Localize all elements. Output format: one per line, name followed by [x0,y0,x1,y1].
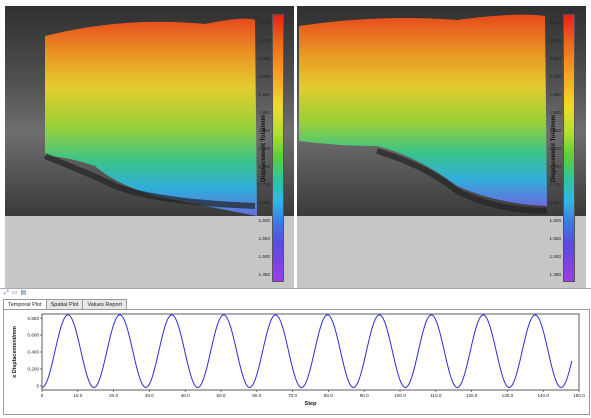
left-colorbar-title: Displacement Total/mm [261,115,267,182]
colorbar-tick-label: 1.950 [549,92,562,97]
tab-values-report[interactable]: Values Report [82,299,127,309]
x-tick-label: 150.0 [573,393,585,398]
x-tick-label: 140.0 [537,393,549,398]
right-empty-area [297,216,586,288]
colorbar-tick-label: 2.100 [258,38,271,43]
x-tick-label: 110.0 [430,393,442,398]
temporal-plot-chart: 0 0.200 0.400 0.600 0.800 0 10.0 20.0 30.0 40.0 50… [12,313,585,407]
chart-icon[interactable]: ▤ [20,290,27,296]
x-tick-label: 0 [41,393,44,398]
plot-tabs: Temporal Plot Spatial Plot Values Report [3,299,127,309]
right-camera-view[interactable]: 2.150 2.100 2.050 2.000 1.950 1.900 1.850 1.800… [297,6,586,288]
colorbar-tick-label: 2.100 [549,38,562,43]
colorbar-tick-label: 1.550 [258,236,271,241]
left-specimen-image [5,6,294,216]
x-tick-label: 20.0 [109,393,118,398]
colorbar-tick-label: 1.800 [549,146,562,151]
colorbar-tick-label: 1.450 [258,272,271,277]
x-tick-label: 10.0 [73,393,82,398]
x-axis-label: Step [305,401,318,407]
displacement-series-line [41,314,573,388]
colorbar-tick-label: 1.500 [549,254,562,259]
colorbar-tick-label: 2.150 [258,20,271,25]
colorbar-tick-label: 1.600 [549,218,562,223]
x-tick-label: 70.0 [288,393,297,398]
y-tick-label: 0 [36,383,39,388]
colorbar-tick-label: 2.150 [549,20,562,25]
colorbar-tick-label: 1.650 [549,200,562,205]
left-empty-area [5,216,294,288]
colorbar-tick-label: 1.500 [258,254,271,259]
temporal-plot-panel[interactable]: 0 0.200 0.400 0.600 0.800 0 10.0 20.0 30.0 40.0 50… [3,309,590,415]
x-tick-label: 120.0 [466,393,478,398]
y-tick-label: 0.400 [28,350,40,355]
expand-icon[interactable]: ⤢ [4,290,9,296]
tab-spatial-plot[interactable]: Spatial Plot [45,299,84,309]
y-axis-label: x Displacement/mm [12,326,18,378]
colorbar-tick-label: 2.000 [549,74,562,79]
colorbar-tick-label: 1.750 [258,164,271,169]
left-camera-view[interactable]: 2.150 2.100 2.050 2.000 1.950 1.900 1.850 1.800… [5,6,294,288]
colorbar-tick-label: 1.900 [549,110,562,115]
x-tick-label: 130.0 [502,393,514,398]
x-tick-label: 40.0 [181,393,190,398]
colorbar-tick-label: 1.850 [549,128,562,133]
colorbar-tick-label: 1.950 [258,92,271,97]
tab-temporal-plot[interactable]: Temporal Plot [3,299,47,309]
y-tick-label: 0.600 [28,333,40,338]
colorbar-tick-label: 2.050 [258,56,271,61]
x-tick-label: 30.0 [145,393,154,398]
colorbar-tick-label: 1.650 [258,200,271,205]
colorbar-tick-label: 1.800 [258,146,271,151]
colorbar-tick-label: 1.900 [258,110,271,115]
colorbar-tick-label: 1.450 [549,272,562,277]
x-tick-label: 50.0 [217,393,226,398]
left-colorbar [272,14,284,282]
colorbar-tick-label: 1.750 [549,164,562,169]
colorbar-tick-label: 1.600 [258,218,271,223]
right-colorbar-title: Displacement Total/mm [551,115,557,182]
right-colorbar [563,14,575,282]
x-tick-label: 90.0 [360,393,369,398]
colorbar-tick-label: 2.050 [549,56,562,61]
colorbar-tick-label: 1.850 [258,128,271,133]
right-specimen-image [297,6,586,216]
colorbar-tick-label: 1.700 [258,182,271,187]
colorbar-tick-label: 1.700 [549,182,562,187]
colorbar-tick-label: 1.550 [549,236,562,241]
y-tick-label: 0.200 [28,366,40,371]
right-colorbar-ticks: 2.150 2.100 2.050 2.000 1.950 1.900 1.850 1.800… [539,14,562,280]
panel-toolstrip: ⤢ ▭ ▤ [4,289,26,298]
y-tick-label: 0.800 [28,316,40,321]
plot-area [41,313,580,391]
left-colorbar-ticks: 2.150 2.100 2.050 2.000 1.950 1.900 1.850 1.800… [248,14,271,280]
pane-divider [0,288,591,289]
x-tick-label: 80.0 [324,393,333,398]
x-tick-label: 100.0 [394,393,406,398]
window-icon[interactable]: ▭ [11,290,18,296]
colorbar-tick-label: 2.000 [258,74,271,79]
x-tick-label: 60.0 [252,393,261,398]
